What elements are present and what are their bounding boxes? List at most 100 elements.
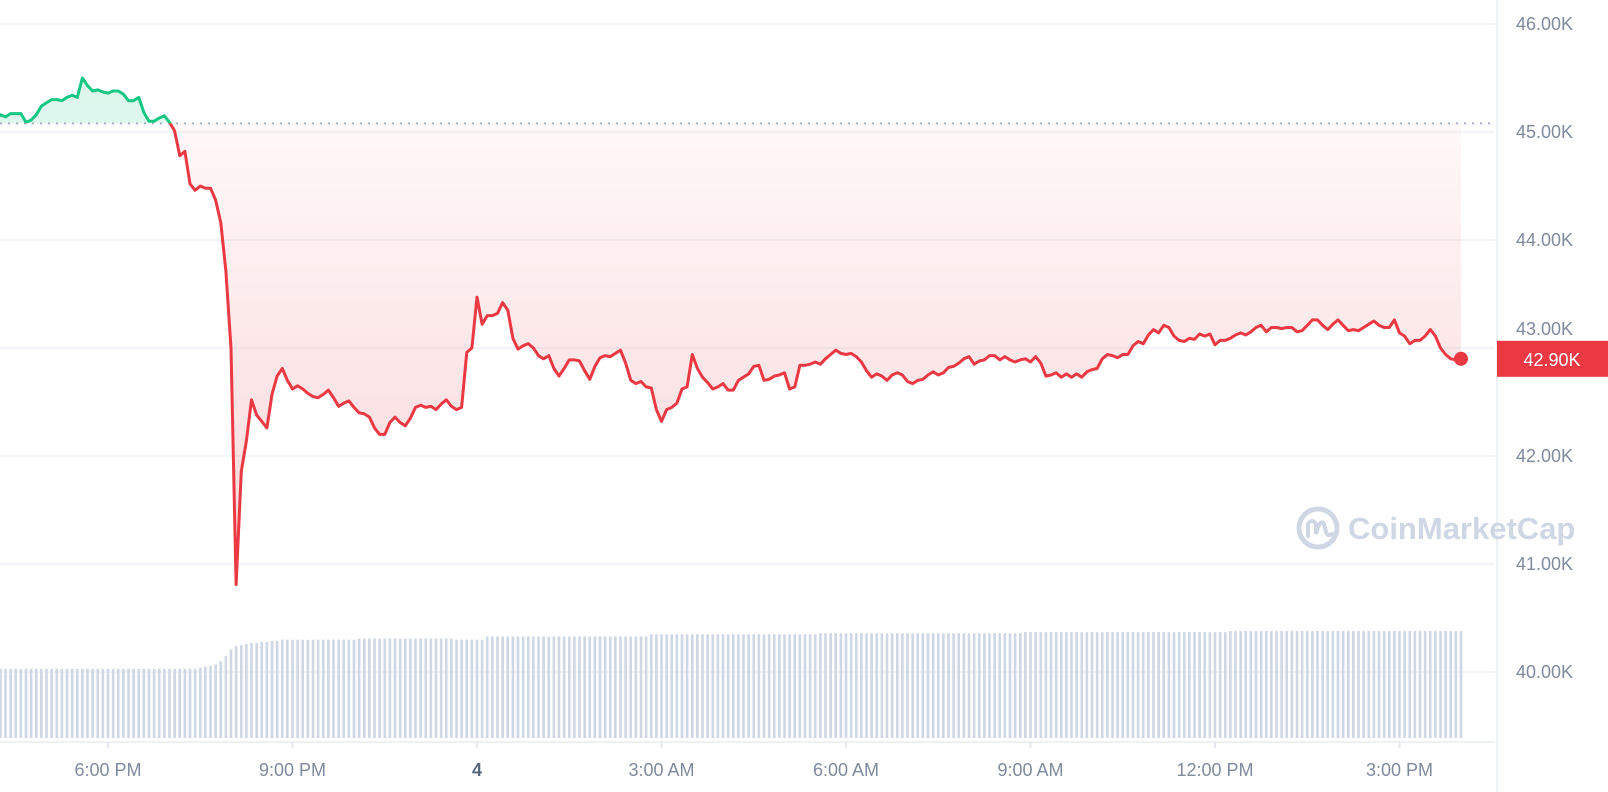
volume-bar	[1152, 632, 1155, 738]
volume-bar	[977, 633, 981, 738]
volume-bar	[1403, 631, 1406, 738]
volume-bar	[972, 633, 976, 738]
volume-bar	[1100, 632, 1104, 738]
volume-bar	[1121, 632, 1125, 738]
volume-bar	[1393, 631, 1396, 738]
volume-bar	[1008, 633, 1012, 738]
volume-bar	[1418, 631, 1422, 738]
volume-bar	[547, 636, 551, 738]
volume-bar	[706, 634, 709, 738]
volume-bar	[357, 638, 361, 738]
volume-bar	[947, 633, 950, 738]
volume-bar	[1336, 631, 1340, 738]
volume-bar	[839, 633, 843, 738]
volume-bar	[660, 634, 663, 738]
volume-bar	[1075, 632, 1078, 738]
volume-bar	[1111, 632, 1114, 738]
price-line	[0, 76, 1462, 586]
volume-bar	[578, 636, 581, 738]
volume-bar	[557, 636, 561, 738]
volume-bar	[1024, 632, 1027, 738]
volume-bar	[511, 636, 515, 738]
volume-bar	[875, 633, 879, 738]
volume-bar	[1034, 632, 1037, 738]
volume-bar	[111, 668, 115, 738]
volume-bar	[65, 668, 69, 738]
volume-bar	[347, 639, 351, 738]
volume-bar	[865, 633, 868, 738]
volume-bar	[311, 639, 315, 738]
volume-bar	[1213, 632, 1217, 738]
volume-bar	[1116, 632, 1119, 738]
volume-bar	[1285, 631, 1289, 738]
area-below-reference	[170, 123, 1461, 585]
volume-bar	[419, 638, 422, 738]
volume-bar	[229, 649, 233, 738]
volume-bar	[14, 668, 18, 738]
volume-bar	[224, 655, 228, 738]
volume-bar	[91, 668, 94, 738]
volume-bar	[952, 633, 955, 738]
volume-bar	[250, 642, 253, 738]
volume-bar	[752, 634, 756, 738]
volume-bar	[1203, 632, 1207, 738]
volume-bar	[542, 636, 545, 738]
volume-bar	[747, 634, 750, 738]
volume-bar	[1367, 631, 1371, 738]
volume-bar	[460, 639, 463, 738]
volume-bar	[593, 636, 597, 738]
volume-bar	[116, 668, 120, 738]
volume-bar	[731, 634, 735, 738]
volume-bar	[936, 633, 940, 738]
volume-bar	[608, 636, 612, 738]
volume-bar	[1239, 631, 1242, 738]
volume-bar	[1198, 632, 1201, 738]
volume-bar	[675, 634, 679, 738]
volume-bar	[1090, 632, 1094, 738]
volume-bar	[532, 636, 535, 738]
y-tick-label: 45.00K	[1516, 122, 1573, 142]
volume-bar	[86, 668, 89, 738]
volume-bar	[624, 636, 627, 738]
volume-bar	[1423, 631, 1427, 738]
volume-bar	[291, 639, 294, 738]
volume-bar	[255, 642, 258, 738]
volume-bar	[198, 667, 202, 738]
volume-bar	[239, 645, 243, 738]
y-tick-label: 44.00K	[1516, 230, 1573, 250]
volume-bar	[265, 641, 269, 738]
volume-bar	[491, 636, 494, 738]
volume-bar	[106, 668, 110, 738]
current-price-badge	[1497, 340, 1608, 377]
volume-bar	[1131, 632, 1135, 738]
volume-bar	[598, 636, 602, 738]
volume-bar	[793, 634, 797, 738]
x-tick-label: 6:00 AM	[813, 760, 879, 780]
volume-bar	[34, 668, 38, 738]
volume-bar	[1136, 632, 1140, 738]
current-price-tag: 42.90K	[1454, 340, 1608, 377]
volume-bar	[373, 638, 376, 738]
y-tick-label: 43.00K	[1516, 319, 1573, 339]
volume-bar	[24, 668, 28, 738]
volume-bar	[716, 634, 720, 738]
volume-bar	[296, 639, 299, 738]
volume-bar	[316, 639, 320, 738]
volume-bar	[214, 664, 217, 738]
volume-bar	[1270, 631, 1273, 738]
volume-bar	[1249, 631, 1253, 738]
volume-bar	[829, 633, 832, 738]
volume-bar	[1095, 632, 1099, 738]
volume-bar	[967, 633, 971, 738]
x-tick-label: 9:00 AM	[997, 760, 1063, 780]
volume-bar	[368, 638, 371, 738]
volume-bar	[1182, 632, 1186, 738]
volume-bar	[280, 639, 284, 738]
volume-bar	[352, 639, 356, 738]
y-tick-label: 40.00K	[1516, 662, 1573, 682]
volume-bar	[1316, 631, 1319, 738]
volume-bar	[137, 668, 141, 738]
volume-bar	[701, 634, 704, 738]
volume-bar	[537, 636, 540, 738]
